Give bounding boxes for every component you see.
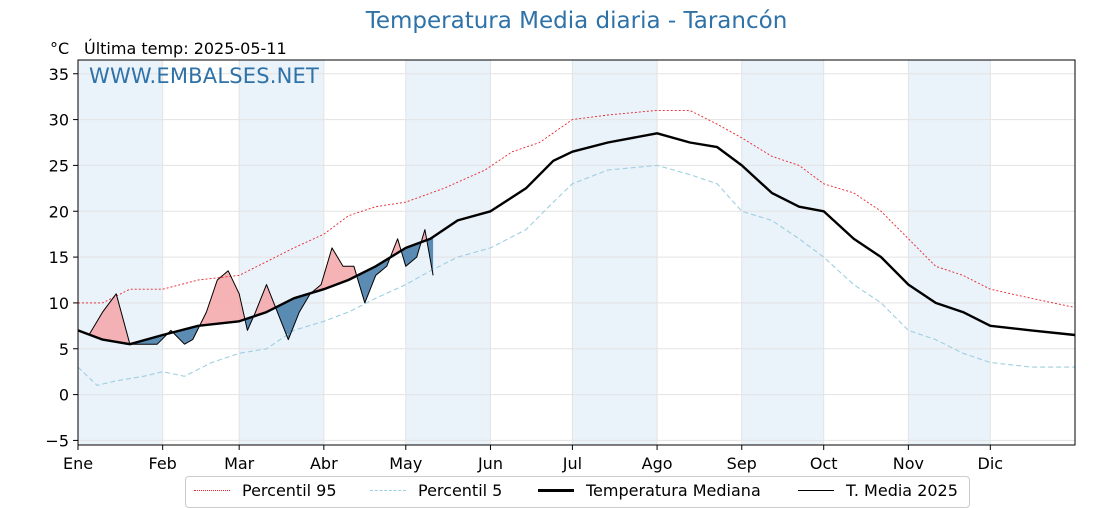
x-tick-label: Feb <box>149 454 177 473</box>
month-band <box>405 60 491 445</box>
unit-label: °C <box>50 39 70 58</box>
anomaly-fills <box>78 229 434 345</box>
legend-label-median: Temperatura Mediana <box>586 480 761 500</box>
x-tick-label: Oct <box>810 454 838 473</box>
y-tick-label: −5 <box>45 431 69 450</box>
chart-title: Temperatura Media diaria - Tarancón <box>365 8 788 34</box>
x-tick-label: Sep <box>727 454 757 473</box>
month-band <box>239 60 324 445</box>
x-tick-label: Mar <box>224 454 255 473</box>
above-median-fill <box>254 284 277 317</box>
x-tick-label: Dic <box>978 454 1004 473</box>
x-tick-label: Abr <box>310 454 338 473</box>
x-tick-label: Nov <box>893 454 924 473</box>
below-median-fill <box>173 323 201 345</box>
legend-swatch-p5 <box>370 489 406 491</box>
last-temp-label: Última temp: 2025-05-11 <box>84 39 287 58</box>
above-median-fill <box>90 293 132 345</box>
y-tick-label: 35 <box>49 65 69 84</box>
legend-item-median: Temperatura Mediana <box>538 480 761 500</box>
month-band <box>908 60 991 445</box>
y-tick-label: 15 <box>49 248 69 267</box>
year-2025-line <box>77 229 434 345</box>
above-median-fill <box>311 247 358 293</box>
legend-swatch-median <box>538 488 574 492</box>
y-tick-label: 10 <box>49 294 69 313</box>
below-median-fill <box>357 255 391 303</box>
y-axis-ticks: −5 0 5 10 15 20 25 30 35 <box>45 65 78 450</box>
x-tick-label: Jun <box>477 454 503 473</box>
month-band <box>572 60 658 445</box>
y-tick-label: 5 <box>59 340 69 359</box>
series-lines <box>77 109 1076 386</box>
x-tick-label: May <box>389 454 422 473</box>
x-tick-label: Ago <box>642 454 673 473</box>
y-tick-label: 25 <box>49 156 69 175</box>
legend-item-p5: Percentil 5 <box>370 480 502 500</box>
legend-label-year: T. Media 2025 <box>846 480 958 500</box>
month-band <box>78 60 163 445</box>
y-tick-label: 0 <box>59 386 69 405</box>
legend-item-p95: Percentil 95 <box>194 480 337 500</box>
legend-label-p95: Percentil 95 <box>242 480 337 500</box>
month-bands <box>78 60 991 445</box>
legend-swatch-p95 <box>194 489 230 491</box>
legend-label-p5: Percentil 5 <box>418 480 503 500</box>
below-median-fill <box>276 292 312 340</box>
legend-item-year: T. Media 2025 <box>798 480 958 500</box>
watermark: WWW.EMBALSES.NET <box>89 64 320 88</box>
below-median-fill <box>401 238 423 267</box>
legend-swatch-year <box>798 489 834 491</box>
plot-frame <box>77 59 1076 446</box>
y-tick-label: 20 <box>49 202 69 221</box>
y-tick-label: 30 <box>49 111 69 130</box>
legend: Percentil 95 Percentil 5 Temperatura Med… <box>185 476 970 508</box>
median-line <box>77 132 1076 346</box>
month-band <box>741 60 824 445</box>
x-tick-label: Jul <box>562 454 582 473</box>
p95-line <box>78 109 1076 308</box>
x-axis-ticks: Ene Feb Mar Abr May Jun Jul Ago Sep Oct Nov Dic <box>63 445 1003 473</box>
x-tick-label: Ene <box>63 454 93 473</box>
